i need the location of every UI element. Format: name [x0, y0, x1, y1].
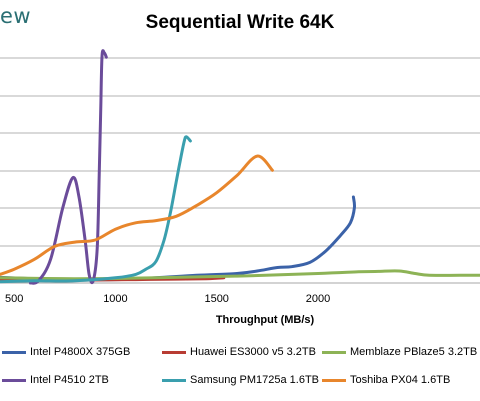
legend-swatch — [2, 350, 26, 354]
legend-swatch — [2, 378, 26, 382]
x-tick-label: 1500 — [204, 293, 228, 305]
legend-swatch — [162, 350, 186, 354]
legend-item: Memblaze PBlaze5 3.2TB — [322, 346, 477, 358]
series-line-2 — [0, 269, 480, 281]
legend-item: Samsung PM1725a 1.6TB — [162, 374, 319, 386]
series-lines — [0, 49, 480, 285]
legend-item: Intel P4510 2TB — [2, 374, 109, 386]
legend-label: Huawei ES3000 v5 3.2TB — [190, 346, 316, 358]
legend-label: Toshiba PX04 1.6TB — [350, 374, 451, 386]
x-tick-label: 1000 — [103, 293, 127, 305]
x-tick-labels: 500 1000 1500 2000 — [5, 293, 330, 305]
legend-item: Intel P4800X 375GB — [2, 346, 130, 358]
legend-swatch — [322, 378, 346, 382]
x-tick-label: 500 — [5, 293, 23, 305]
legend-label: Intel P4510 2TB — [30, 374, 109, 386]
legend-label: Memblaze PBlaze5 3.2TB — [350, 346, 478, 358]
series-line-0 — [0, 195, 357, 282]
series-line-3 — [28, 49, 108, 285]
series-line-4 — [0, 135, 192, 284]
brand-logo-fragment: ew — [0, 4, 32, 28]
legend-swatch — [322, 350, 346, 354]
x-axis-label: Throughput (MB/s) — [215, 314, 315, 326]
legend-item: Toshiba PX04 1.6TB — [322, 374, 450, 386]
legend-label: Intel P4800X 375GB — [30, 346, 131, 358]
legend-label: Samsung PM1725a 1.6TB — [190, 374, 320, 386]
legend-swatch — [162, 378, 186, 382]
x-tick-label: 2000 — [306, 293, 330, 305]
legend-item: Huawei ES3000 v5 3.2TB — [162, 346, 316, 358]
series-line-5 — [0, 154, 274, 276]
chart-title: Sequential Write 64K — [145, 12, 335, 33]
